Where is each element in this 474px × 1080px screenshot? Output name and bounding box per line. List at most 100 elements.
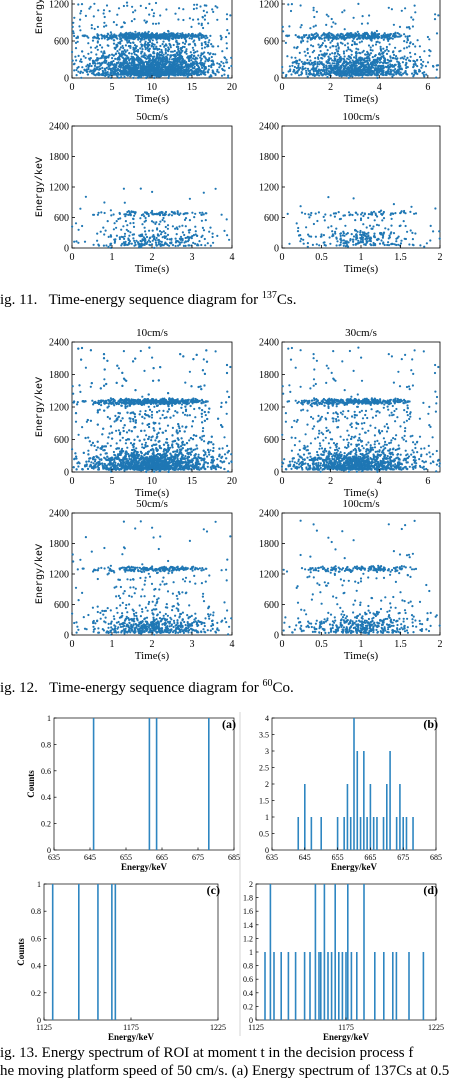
data-point: [110, 236, 112, 238]
y-tick-label: 1800: [259, 152, 279, 163]
data-points: [71, 1, 233, 79]
data-point: [327, 37, 329, 39]
data-point: [355, 212, 357, 214]
data-point: [325, 65, 327, 67]
data-point: [368, 70, 370, 72]
data-point: [357, 31, 359, 33]
data-point: [98, 69, 100, 71]
data-point: [324, 213, 326, 215]
data-point: [77, 36, 79, 38]
data-point: [337, 73, 339, 75]
data-point: [97, 62, 99, 64]
data-point: [128, 52, 130, 54]
data-point: [343, 235, 345, 237]
data-point: [103, 74, 105, 76]
data-point: [82, 72, 84, 74]
data-point: [205, 212, 207, 214]
data-point: [92, 37, 94, 39]
data-point: [361, 51, 363, 53]
data-point: [190, 26, 192, 28]
data-point: [358, 52, 360, 54]
data-point: [377, 74, 379, 76]
data-point: [152, 240, 154, 242]
data-point: [144, 227, 146, 229]
panel-title: 100cm/s: [342, 111, 379, 123]
data-point: [377, 60, 379, 62]
data-point: [159, 14, 161, 16]
data-point: [155, 23, 157, 25]
data-point: [304, 213, 306, 215]
data-point: [126, 5, 128, 7]
data-point: [318, 54, 320, 56]
data-point: [331, 230, 333, 232]
data-point: [301, 61, 303, 63]
data-point: [123, 238, 125, 240]
data-point: [152, 68, 154, 70]
data-point: [76, 74, 78, 76]
data-point: [378, 65, 380, 67]
data-point: [382, 48, 384, 50]
data-point: [382, 35, 384, 37]
data-point: [110, 33, 112, 35]
data-point: [393, 74, 395, 76]
data-point: [109, 35, 111, 37]
data-point: [364, 71, 366, 73]
data-point: [366, 38, 368, 40]
data-point: [127, 56, 129, 58]
data-point: [122, 57, 124, 59]
data-point: [326, 14, 328, 16]
data-point: [111, 57, 113, 59]
data-point: [209, 35, 211, 37]
data-point: [359, 71, 361, 73]
data-point: [354, 219, 356, 221]
data-point: [194, 72, 196, 74]
data-point: [92, 40, 94, 42]
data-point: [167, 30, 169, 32]
y-tick-label: 2400: [49, 122, 69, 133]
data-point: [159, 221, 161, 223]
data-point: [313, 26, 315, 28]
data-point: [125, 44, 127, 46]
data-point: [376, 239, 378, 241]
data-point: [399, 26, 401, 28]
data-point: [85, 15, 87, 17]
y-tick-label: 1200: [49, 183, 69, 194]
data-point: [100, 51, 102, 53]
data-point: [160, 233, 162, 235]
data-point: [339, 57, 341, 59]
data-point: [338, 211, 340, 213]
data-point: [306, 40, 308, 42]
data-point: [390, 57, 392, 59]
data-point: [192, 47, 194, 49]
data-point: [372, 45, 374, 47]
data-point: [429, 239, 431, 241]
data-point: [73, 69, 75, 71]
data-point: [125, 57, 127, 59]
data-point: [423, 50, 425, 52]
data-point: [144, 238, 146, 240]
data-point: [372, 71, 374, 73]
data-point: [343, 9, 345, 11]
data-point: [386, 66, 388, 68]
data-point: [352, 239, 354, 241]
data-point: [144, 230, 146, 232]
data-point: [357, 3, 359, 5]
data-point: [322, 70, 324, 72]
data-point: [164, 213, 166, 215]
data-point: [173, 67, 175, 69]
data-point: [203, 36, 205, 38]
data-point: [332, 233, 334, 235]
y-tick-label: 0: [64, 244, 69, 255]
data-point: [221, 68, 223, 70]
data-point: [414, 63, 416, 65]
data-point: [102, 70, 104, 72]
data-point: [357, 213, 359, 215]
data-point: [185, 241, 187, 243]
data-point: [91, 65, 93, 67]
data-point: [343, 232, 345, 234]
data-point: [363, 59, 365, 61]
data-point: [159, 51, 161, 53]
data-point: [357, 48, 359, 50]
data-point: [212, 242, 214, 244]
